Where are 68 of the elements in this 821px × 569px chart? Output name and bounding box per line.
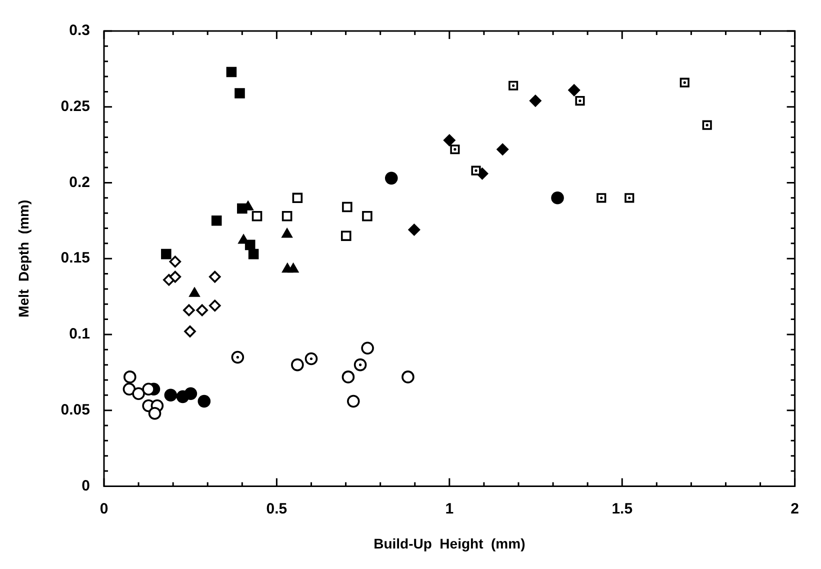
y-tick-label: 0 (82, 477, 90, 494)
point (450, 144, 460, 154)
point (122, 382, 136, 396)
point (342, 370, 355, 384)
point (142, 382, 155, 396)
point (384, 172, 398, 185)
point (288, 263, 299, 273)
point (354, 358, 367, 372)
point (148, 406, 162, 420)
point (169, 256, 182, 268)
y-tick-label: 0.3 (69, 22, 90, 40)
point (184, 387, 198, 400)
point (471, 166, 481, 176)
y-tick-label: 0.05 (60, 401, 90, 418)
y-axis-title: Melt Depth (mm) (15, 200, 32, 318)
point (169, 270, 182, 283)
point (208, 300, 221, 312)
point (361, 342, 374, 355)
point (124, 370, 136, 384)
point (508, 80, 518, 90)
point (342, 202, 352, 212)
point (164, 388, 178, 402)
y-tick-label: 0.2 (69, 174, 90, 191)
point (189, 288, 200, 297)
point (551, 192, 564, 204)
point (184, 326, 196, 338)
point (231, 350, 244, 364)
y-tick-label: 0.1 (69, 326, 90, 343)
point (408, 224, 420, 236)
x-tick-label: 1.5 (612, 500, 633, 518)
point (530, 94, 542, 107)
x-tick-label: 2 (790, 500, 799, 518)
point (198, 394, 211, 408)
point (244, 240, 256, 250)
point (702, 120, 712, 130)
point (282, 228, 292, 238)
x-tick-label: 0 (100, 500, 108, 518)
point (596, 193, 606, 203)
point (575, 96, 585, 106)
point (362, 210, 372, 222)
x-tick-label: 0.5 (266, 500, 288, 518)
point (444, 134, 456, 146)
point (291, 358, 304, 372)
point (340, 230, 352, 241)
point (211, 216, 222, 226)
y-tick-label: 0.25 (60, 98, 90, 116)
point (292, 192, 303, 204)
point (304, 352, 318, 366)
point (282, 210, 292, 222)
point (680, 78, 690, 88)
point (252, 210, 262, 222)
point (132, 387, 145, 400)
point (183, 304, 195, 316)
point (208, 270, 221, 283)
point (402, 370, 414, 384)
point (496, 143, 509, 156)
point (346, 394, 360, 408)
point (248, 248, 259, 260)
y-tick-label: 0.15 (60, 250, 90, 267)
point (237, 203, 248, 214)
point (161, 248, 172, 260)
x-tick-label: 1 (445, 500, 454, 518)
point (624, 193, 634, 203)
point (226, 66, 237, 78)
point (196, 304, 208, 316)
point (568, 84, 580, 96)
x-axis-title: Build-Up Height (mm) (374, 535, 526, 552)
point (234, 88, 245, 98)
